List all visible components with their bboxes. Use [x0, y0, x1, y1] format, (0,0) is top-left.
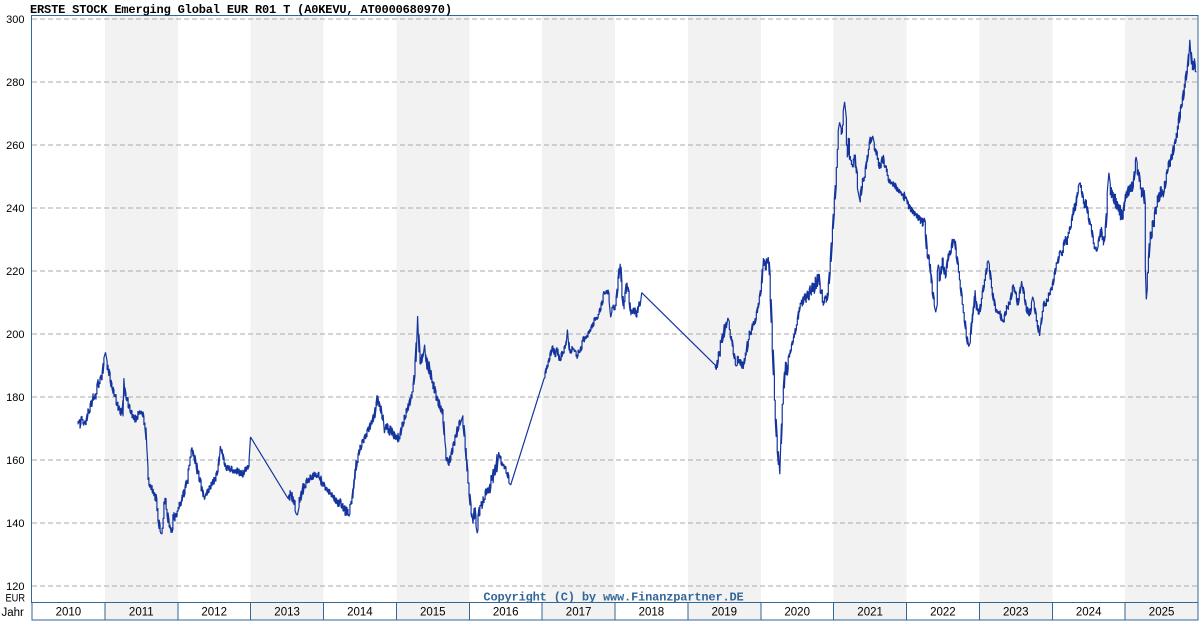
svg-text:2010: 2010 [56, 607, 82, 619]
svg-text:2019: 2019 [712, 607, 738, 619]
svg-text:240: 240 [6, 203, 24, 215]
svg-text:2022: 2022 [930, 607, 956, 619]
svg-text:2017: 2017 [566, 607, 592, 619]
svg-text:2023: 2023 [1003, 607, 1029, 619]
svg-text:160: 160 [6, 455, 24, 467]
svg-text:2015: 2015 [420, 607, 446, 619]
svg-text:Jahr: Jahr [2, 607, 25, 619]
svg-text:2020: 2020 [784, 607, 810, 619]
svg-text:260: 260 [6, 140, 24, 152]
svg-text:2018: 2018 [639, 607, 665, 619]
svg-text:120: 120 [6, 581, 24, 593]
svg-text:2012: 2012 [201, 607, 227, 619]
svg-text:ERSTE STOCK Emerging Global EU: ERSTE STOCK Emerging Global EUR R01 T (A… [30, 3, 452, 17]
svg-text:2024: 2024 [1076, 607, 1102, 619]
svg-text:Copyright (C) by www.Finanzpar: Copyright (C) by www.Finanzpartner.DE [483, 591, 743, 605]
svg-text:2014: 2014 [347, 607, 373, 619]
svg-text:2011: 2011 [129, 607, 154, 619]
svg-text:140: 140 [6, 518, 24, 530]
svg-text:200: 200 [6, 329, 24, 341]
svg-text:2021: 2021 [857, 607, 883, 619]
svg-text:300: 300 [6, 14, 24, 26]
svg-text:220: 220 [6, 266, 24, 278]
svg-text:EUR: EUR [6, 593, 26, 605]
svg-text:280: 280 [6, 77, 24, 89]
svg-text:180: 180 [6, 392, 24, 404]
svg-text:2025: 2025 [1149, 607, 1175, 619]
svg-text:2013: 2013 [274, 607, 300, 619]
svg-text:2016: 2016 [493, 607, 519, 619]
